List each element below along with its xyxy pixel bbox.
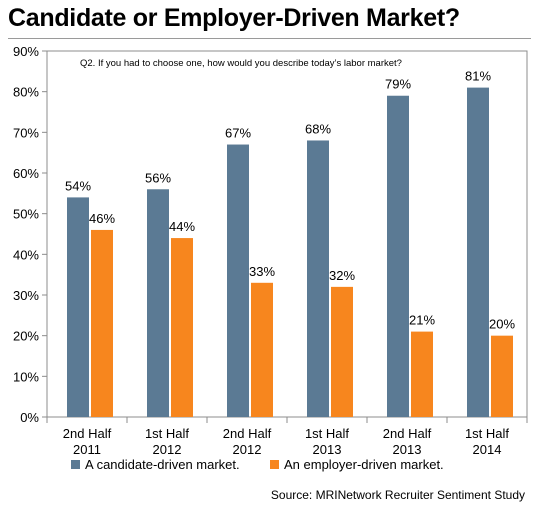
x-tick-label: 2nd Half [223, 426, 272, 441]
page-title: Candidate or Employer-Driven Market? [8, 4, 460, 32]
y-tick-label: 30% [13, 288, 39, 303]
x-tick-label: 1st Half [145, 426, 189, 441]
bar-employer-driven [171, 238, 193, 417]
y-tick-label: 60% [13, 166, 39, 181]
data-label: 21% [409, 313, 435, 328]
data-label: 56% [145, 170, 171, 185]
legend-label: An employer-driven market. [284, 457, 444, 472]
y-tick-label: 90% [13, 44, 39, 59]
y-tick-label: 50% [13, 207, 39, 222]
legend-swatch [71, 460, 80, 469]
data-label: 46% [89, 211, 115, 226]
x-tick-label: 1st Half [465, 426, 509, 441]
y-tick-label: 10% [13, 369, 39, 384]
bar-candidate-driven [467, 87, 489, 417]
x-tick-label: 2nd Half [63, 426, 112, 441]
bar-employer-driven [491, 335, 513, 417]
plot-frame [46, 50, 528, 418]
data-label: 54% [65, 178, 91, 193]
x-tick-label: 2012 [233, 442, 262, 457]
y-tick-label: 40% [13, 247, 39, 262]
bar-candidate-driven [307, 140, 329, 417]
bar-candidate-driven [67, 197, 89, 417]
legend-label: A candidate-driven market. [85, 457, 240, 472]
bar-candidate-driven [147, 189, 169, 417]
x-tick-label: 2011 [73, 442, 101, 457]
y-tick-label: 80% [13, 85, 39, 100]
title-divider [8, 38, 531, 39]
data-label: 44% [169, 219, 195, 234]
x-tick-label: 2012 [153, 442, 182, 457]
data-label: 33% [249, 264, 275, 279]
x-tick-label: 2013 [313, 442, 342, 457]
x-tick-label: 2013 [393, 442, 422, 457]
bar-employer-driven [91, 229, 113, 417]
chart-subtitle: Q2. If you had to choose one, how would … [80, 58, 402, 69]
data-label: 20% [489, 317, 515, 332]
bar-employer-driven [251, 282, 273, 417]
legend-swatch [270, 460, 279, 469]
bar-candidate-driven [387, 95, 409, 417]
data-label: 68% [305, 121, 331, 136]
y-tick-label: 0% [20, 410, 39, 425]
y-tick-label: 70% [13, 125, 39, 140]
data-label: 67% [225, 126, 251, 141]
data-label: 81% [465, 69, 491, 84]
bar-employer-driven [411, 331, 433, 417]
bar-employer-driven [331, 286, 353, 417]
x-tick-label: 2014 [473, 442, 502, 457]
y-tick-label: 20% [13, 329, 39, 344]
data-label: 32% [329, 268, 355, 283]
bar-candidate-driven [227, 144, 249, 418]
source-note: Source: MRINetwork Recruiter Sentiment S… [270, 488, 525, 502]
x-tick-label: 2nd Half [383, 426, 432, 441]
data-label: 79% [385, 77, 411, 92]
x-tick-label: 1st Half [305, 426, 349, 441]
